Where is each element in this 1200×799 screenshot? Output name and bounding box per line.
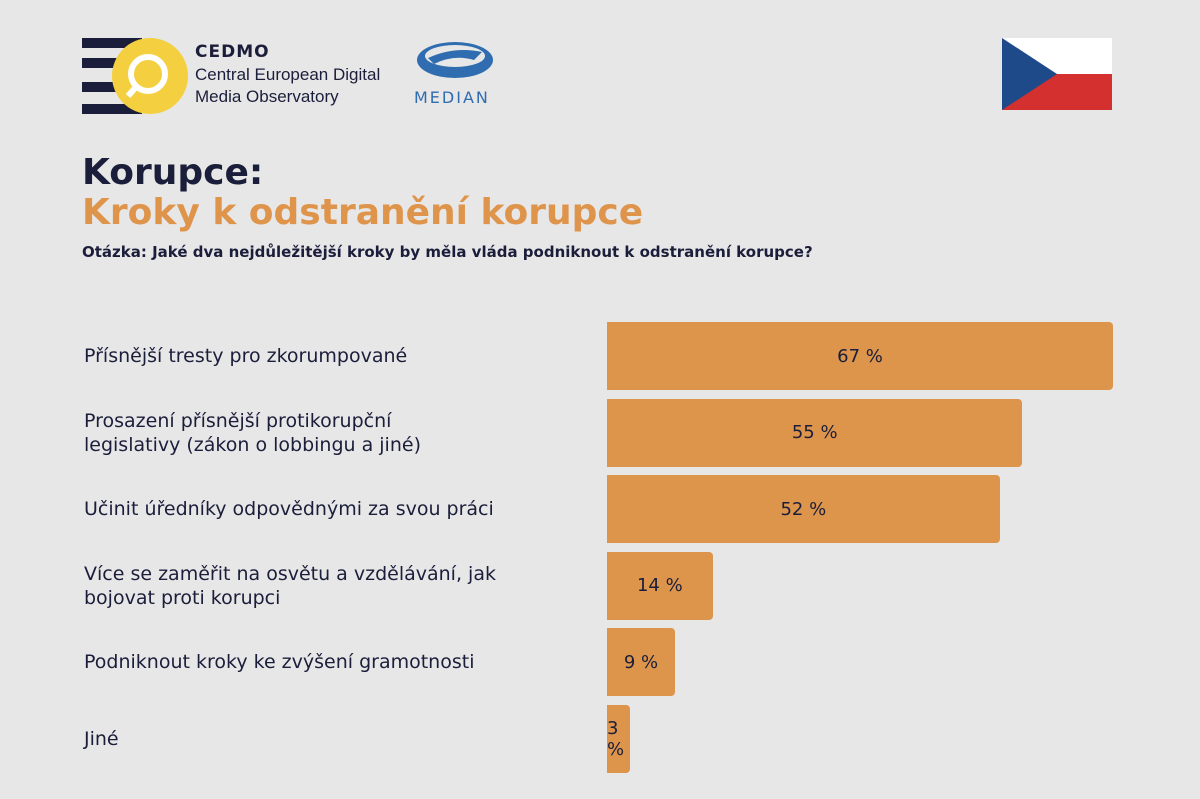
bar: 3 % — [607, 705, 630, 773]
cedmo-full: Central European Digital Media Observato… — [195, 65, 381, 106]
bar: 14 % — [607, 551, 713, 620]
cedmo-name: CEDMO — [195, 42, 270, 62]
category-label: Prosazení přísnější protikorupční legisl… — [84, 409, 421, 456]
value-label: 55 % — [791, 422, 838, 444]
czech-flag — [1002, 38, 1112, 110]
category-label: Podniknout kroky ke zvýšení gramotnosti — [84, 651, 475, 674]
question: Otázka: Jaké dva nejdůležitější kroky by… — [82, 243, 813, 261]
category-label: Více se zaměřit na osvětu a vzdělávání, … — [84, 562, 496, 609]
category-label: Učinit úředníky odpovědnými za svou prác… — [84, 498, 494, 521]
median-name: MEDIAN — [414, 88, 490, 107]
bar: 55 % — [607, 398, 1023, 467]
value-label: 9 % — [623, 651, 659, 673]
value-label: 52 % — [780, 498, 827, 520]
category-label: Přísnější tresty pro zkorumpované — [84, 345, 408, 367]
value-label: 67 % — [837, 345, 883, 367]
title: Korupce: — [82, 152, 264, 193]
value-label: 3 % — [607, 718, 625, 760]
bar: 67 % — [607, 322, 1113, 390]
cedmo-logo — [82, 38, 188, 114]
bar: 9 % — [607, 628, 675, 697]
subtitle: Kroky k odstranění korupce — [82, 192, 644, 233]
bar: 52 % — [607, 475, 1000, 544]
value-label: 14 % — [636, 575, 683, 597]
category-label: Jiné — [84, 728, 119, 750]
median-logo — [417, 42, 493, 78]
